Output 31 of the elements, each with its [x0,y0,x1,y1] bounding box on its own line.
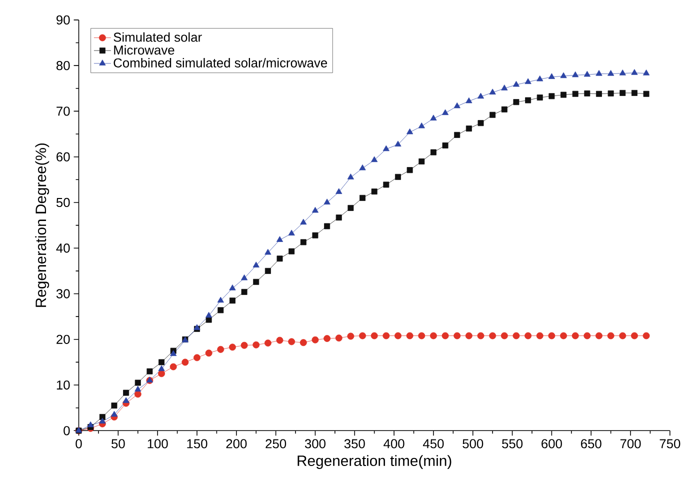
y-tick-label: 30 [56,288,70,298]
x-tick-label: 200 [226,438,247,448]
y-tick-label: 50 [56,198,70,207]
x-tick-label: 550 [502,438,523,448]
x-tick-label: 0 [76,438,82,448]
x-tick-label: 500 [462,438,484,448]
x-tick-label: 350 [344,438,365,448]
x-tick-label: 250 [266,438,286,448]
y-tick-label: 40 [56,243,70,252]
x-tick-label: 650 [580,438,602,448]
x-tick-label: 50 [112,438,125,448]
y-tick-label: 60 [56,152,70,162]
y-tick-label: 70 [56,106,70,116]
y-tick-label: 10 [56,380,70,390]
y-tick-label: 80 [56,60,70,70]
y-tick-label: 90 [56,15,70,24]
x-tick-label: 750 [660,438,680,448]
x-tick-label: 450 [422,438,444,448]
y-tick-label: 0 [64,426,70,436]
x-tick-label: 700 [620,438,641,448]
x-tick-label: 600 [542,438,562,448]
x-tick-label: 150 [187,438,208,448]
x-tick-label: 400 [384,438,404,448]
x-tick-label: 300 [304,438,326,448]
legend-label: Simulated solar [114,32,202,42]
legend-label: Combined simulated solar/microwave [114,58,328,68]
x-axis-title: Regeneration time(min) [298,454,452,469]
y-axis-title: Regeneration Degree(%) [35,143,50,307]
x-tick-label: 100 [148,438,168,448]
y-tick-label: 20 [56,334,70,344]
legend-label: Microwave [114,44,174,54]
